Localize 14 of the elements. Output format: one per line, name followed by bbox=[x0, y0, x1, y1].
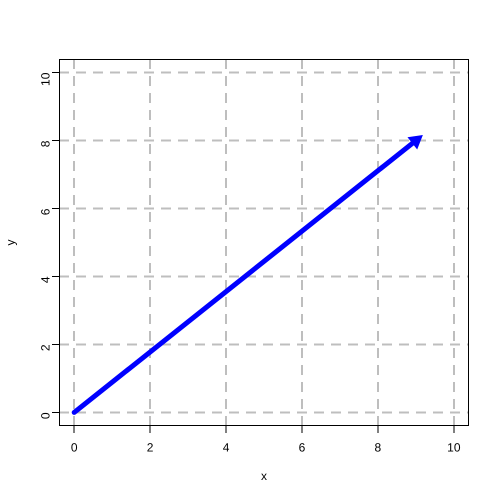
y-tick-label: 2 bbox=[38, 344, 52, 352]
y-tick-label: 4 bbox=[38, 276, 52, 284]
y-tick-label: 0 bbox=[38, 412, 52, 420]
y-axis-title: y bbox=[4, 240, 18, 246]
y-tick-label: 10 bbox=[38, 72, 52, 86]
y-tick-label: 8 bbox=[38, 140, 52, 148]
x-axis-title: x bbox=[261, 469, 267, 484]
x-tick-label: 0 bbox=[70, 440, 78, 455]
x-tick-label: 4 bbox=[222, 440, 230, 455]
x-tick-label: 6 bbox=[298, 440, 306, 455]
x-tick-label: 2 bbox=[146, 440, 154, 455]
y-tick-label: 6 bbox=[38, 208, 52, 216]
x-tick-label: 10 bbox=[447, 440, 461, 455]
x-tick-label: 8 bbox=[374, 440, 382, 455]
